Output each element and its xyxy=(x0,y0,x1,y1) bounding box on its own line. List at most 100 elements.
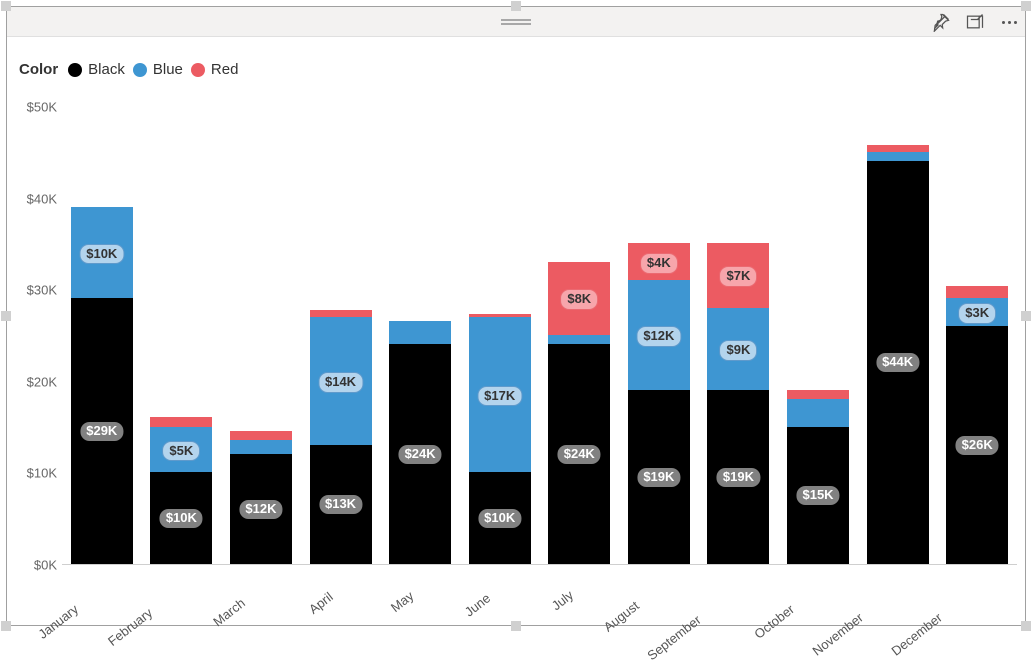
data-label: $8K xyxy=(560,289,598,310)
resize-handle[interactable] xyxy=(511,1,521,11)
resize-handle[interactable] xyxy=(511,621,521,631)
bar-stack[interactable]: $29K $10K xyxy=(71,207,133,564)
y-tick-label: $40K xyxy=(13,191,57,206)
resize-handle[interactable] xyxy=(1021,621,1031,631)
data-label: $26K xyxy=(956,436,999,455)
bar-segment-black[interactable]: $19K xyxy=(707,390,769,564)
bar-segment-red[interactable] xyxy=(946,286,1008,298)
legend-swatch xyxy=(191,63,205,77)
bar-segment-blue[interactable]: $5K xyxy=(150,427,212,473)
x-axis-labels: JanuaryFebruaryMarchAprilMayJuneJulyAugu… xyxy=(62,569,1017,627)
bar-segment-black[interactable]: $24K xyxy=(548,344,610,564)
bar-stack[interactable]: $19K $9K $7K xyxy=(707,243,769,564)
data-label: $10K xyxy=(478,509,521,528)
x-tick-label: January xyxy=(35,601,81,641)
bar-segment-blue[interactable]: $9K xyxy=(707,308,769,390)
bar-segment-red[interactable] xyxy=(787,390,849,399)
legend-label: Red xyxy=(211,61,239,78)
bar-segment-red[interactable] xyxy=(310,310,372,316)
resize-handle[interactable] xyxy=(1021,1,1031,11)
bar-segment-red[interactable] xyxy=(469,314,531,317)
stacked-bar-chart: $29K$10K$10K$5K$12K$13K$14K$24K$10K$17K$… xyxy=(7,89,1027,627)
y-tick-label: $0K xyxy=(13,558,57,573)
bar-stack[interactable]: $12K xyxy=(230,431,292,564)
bar-segment-black[interactable]: $13K xyxy=(310,445,372,564)
resize-handle[interactable] xyxy=(1,621,11,631)
bar-segment-black[interactable]: $15K xyxy=(787,427,849,564)
y-tick-label: $10K xyxy=(13,466,57,481)
bar-segment-black[interactable]: $19K xyxy=(628,390,690,564)
plot-area: $29K$10K$10K$5K$12K$13K$14K$24K$10K$17K$… xyxy=(62,107,1017,565)
data-label: $14K xyxy=(318,372,363,393)
x-tick-label: March xyxy=(210,595,248,629)
bar-segment-red[interactable]: $7K xyxy=(707,243,769,307)
bar-segment-red[interactable] xyxy=(867,145,929,152)
bar-stack[interactable]: $15K xyxy=(787,390,849,564)
data-label: $10K xyxy=(79,244,124,265)
data-label: $24K xyxy=(558,445,601,464)
y-tick-label: $50K xyxy=(13,100,57,115)
y-tick-label: $20K xyxy=(13,374,57,389)
bar-stack[interactable]: $44K xyxy=(867,145,929,565)
visual-header-bar[interactable] xyxy=(7,7,1025,37)
bar-segment-black[interactable]: $44K xyxy=(867,161,929,564)
bar-segment-blue[interactable]: $14K xyxy=(310,317,372,445)
x-tick-label: December xyxy=(889,610,945,659)
bar-segment-blue[interactable] xyxy=(867,152,929,161)
more-options-icon[interactable] xyxy=(999,12,1019,32)
resize-handle[interactable] xyxy=(1021,311,1031,321)
bar-segment-red[interactable]: $8K xyxy=(548,262,610,335)
legend-item-black[interactable]: Black xyxy=(68,61,125,78)
bar-segment-blue[interactable]: $10K xyxy=(71,207,133,299)
bar-segment-blue[interactable]: $12K xyxy=(628,280,690,390)
bar-segment-blue[interactable] xyxy=(787,399,849,426)
bar-segment-blue[interactable] xyxy=(230,440,292,454)
data-label: $19K xyxy=(637,468,680,487)
data-label: $12K xyxy=(239,500,282,519)
bar-stack[interactable]: $13K $14K xyxy=(310,310,372,564)
data-label: $29K xyxy=(80,422,123,441)
bar-segment-blue[interactable]: $17K xyxy=(469,317,531,473)
bar-stack[interactable]: $19K $12K $4K xyxy=(628,243,690,564)
bar-segment-blue[interactable] xyxy=(548,335,610,344)
x-tick-label: April xyxy=(306,589,336,617)
bar-segment-black[interactable]: $10K xyxy=(150,472,212,564)
bar-segment-blue[interactable] xyxy=(389,321,451,344)
bar-stack[interactable]: $10K $5K xyxy=(150,417,212,564)
legend-item-blue[interactable]: Blue xyxy=(133,61,183,78)
data-label: $10K xyxy=(160,509,203,528)
bar-segment-black[interactable]: $10K xyxy=(469,472,531,564)
bar-stack[interactable]: $26K $3K xyxy=(946,286,1008,564)
visual-container[interactable]: Color Black Blue Red $29K$10K$10K$5K$12K… xyxy=(6,6,1026,626)
x-tick-label: July xyxy=(549,587,576,613)
legend-swatch xyxy=(133,63,147,77)
focus-mode-icon[interactable] xyxy=(965,12,985,32)
data-label: $4K xyxy=(640,253,678,274)
x-tick-label: May xyxy=(387,588,416,615)
data-label: $17K xyxy=(477,386,522,407)
data-label: $5K xyxy=(162,441,200,462)
data-label: $13K xyxy=(319,495,362,514)
drag-grip-icon[interactable] xyxy=(501,19,531,25)
bar-segment-red[interactable]: $4K xyxy=(628,243,690,280)
data-label: $19K xyxy=(717,468,760,487)
bar-segment-blue[interactable]: $3K xyxy=(946,298,1008,325)
resize-handle[interactable] xyxy=(1,1,11,11)
bar-segment-black[interactable]: $12K xyxy=(230,454,292,564)
legend-item-red[interactable]: Red xyxy=(191,61,239,78)
data-label: $7K xyxy=(720,266,758,287)
bar-segment-red[interactable] xyxy=(230,431,292,440)
bar-stack[interactable]: $24K xyxy=(389,321,451,564)
bar-segment-red[interactable] xyxy=(150,417,212,426)
x-tick-label: November xyxy=(809,610,865,659)
pin-icon[interactable] xyxy=(931,12,951,32)
data-label: $3K xyxy=(958,303,996,324)
bar-segment-black[interactable]: $24K xyxy=(389,344,451,564)
bar-stack[interactable]: $10K $17K xyxy=(469,314,531,564)
data-label: $24K xyxy=(399,445,442,464)
bar-stack[interactable]: $24K $8K xyxy=(548,262,610,564)
x-tick-label: February xyxy=(105,605,155,649)
bar-segment-black[interactable]: $26K xyxy=(946,326,1008,564)
resize-handle[interactable] xyxy=(1,311,11,321)
bar-segment-black[interactable]: $29K xyxy=(71,298,133,564)
